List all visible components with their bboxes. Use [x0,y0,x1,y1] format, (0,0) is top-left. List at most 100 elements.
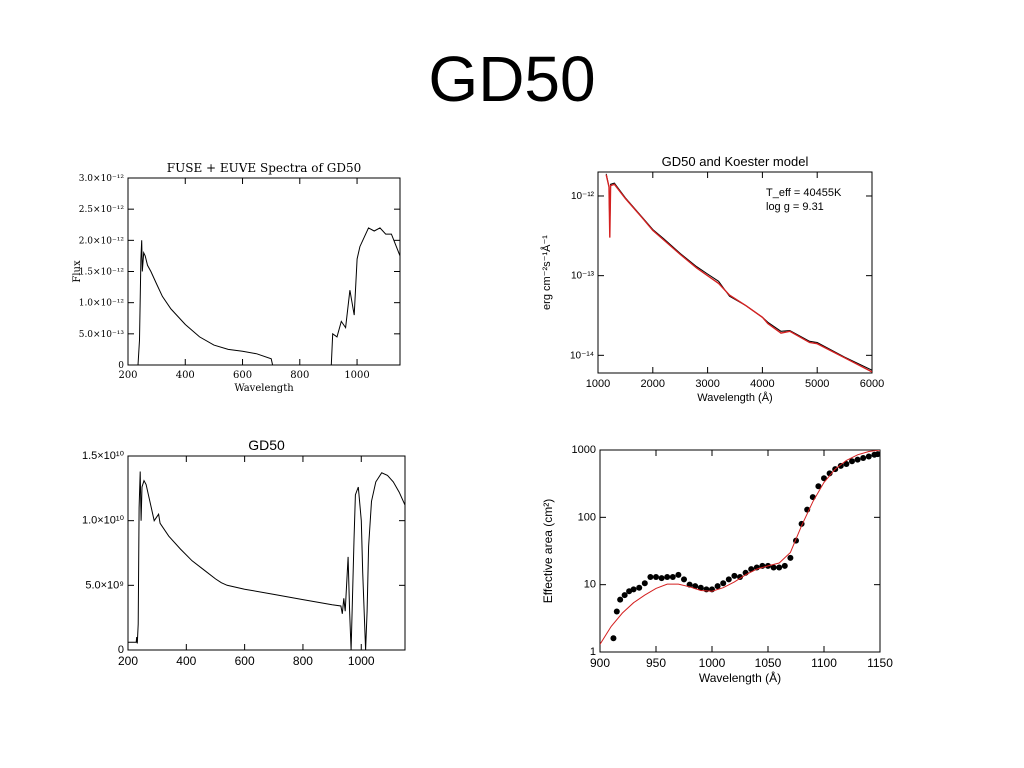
chart-title: GD50 [248,437,285,453]
x-tick-label: 200 [118,654,138,668]
series-measured-point [664,573,671,580]
x-tick-label: 1000 [699,656,726,670]
y-tick-label: 1.0×10⁻¹² [79,299,125,309]
series-measured-point [843,460,850,467]
series-koester-model [605,174,872,373]
y-tick-label: 1.5×10¹⁰ [82,450,125,462]
y-tick-label: 5.0×10⁹ [85,579,124,591]
chart-fuse-euve-spectra: FUSE + EUVE Spectra of GD50 200 400 600 800 1… [72,161,401,394]
series-line-0 [128,471,405,650]
series-measured-point [630,586,637,593]
x-tick-label: 1150 [867,656,893,670]
annotation-text: log g = 9.31 [766,201,824,213]
series-measured-point [610,635,617,642]
series-measured-point [658,575,665,582]
chart-gd50-model-spectrum: GD50 200 400 600 800 1000 0 5.0×10⁹ 1.0×10¹⁰ 1.5×… [82,437,406,668]
series-measured-point [725,576,732,583]
series-measured-point [720,580,727,587]
series-measured-point [697,584,704,591]
slide-title: GD50 [428,43,596,115]
y-tick-label: 0 [118,644,124,656]
y-tick-label: 3.0×10⁻¹² [79,174,125,184]
series-measured-point [621,592,628,599]
x-tick-label: 4000 [750,378,774,390]
x-tick-label: 3000 [695,378,719,390]
series-measured-point [821,475,827,482]
series-measured-point [613,608,620,615]
x-tick-label: 400 [176,370,195,381]
y-tick-label: 10⁻¹³ [571,271,595,282]
y-tick-label: 0 [118,361,124,371]
series-measured-point [854,456,861,463]
series-measured-point [703,586,710,593]
x-axis-label: Wavelength (Å) [697,391,772,404]
x-tick-label: 900 [590,656,610,670]
y-tick-label: 1000 [572,444,596,456]
x-tick-label: 1000 [348,654,375,668]
plot-frame [597,171,873,374]
x-tick-label: 600 [233,370,252,381]
series-measured-point [815,483,822,490]
series-measured-point [714,583,721,590]
x-tick-label: 6000 [860,378,884,390]
x-tick-label: 1050 [755,656,782,670]
y-tick-label: 10⁻¹⁴ [570,350,594,361]
chart-effective-area: 900 950 1000 1050 1100 11501101001000Waveleng… [541,444,893,685]
chart-title: GD50 and Koester model [662,154,809,169]
series-measured-point [617,596,624,603]
series-measured-point [781,562,788,569]
x-axis-label: Wavelength [234,383,294,394]
plot-frame [599,449,881,653]
y-tick-label: 2.0×10⁻¹² [79,236,125,246]
x-axis-label: Wavelength (Å) [699,670,781,685]
y-tick-label: 1.0×10¹⁰ [82,515,125,527]
series-measured-point [669,573,676,580]
plot-frame [127,455,406,651]
series-measured-point [675,571,682,578]
series-line-0 [128,227,400,365]
series-measured-point [849,458,855,465]
chart-gd50-koester-model: GD50 and Koester model 1000 2000 3000 4000 50… [540,154,884,404]
x-tick-label: 950 [646,656,666,670]
y-axis-label: erg cm⁻²s⁻¹Å⁻¹ [540,235,553,310]
plot-frame [127,177,401,366]
annotation-text: T_eff = 40455K [766,187,842,199]
y-tick-label: 10 [584,579,596,591]
y-tick-label: 2.5×10⁻¹² [79,205,125,215]
series-gd50 [605,173,872,371]
series-measured-point [737,573,743,580]
series-measured-point [865,453,872,460]
y-axis-label: Flux [72,260,83,283]
x-tick-label: 200 [118,370,137,381]
series-measured-point [826,470,833,477]
series-measured-point [653,573,659,580]
x-tick-label: 400 [176,654,196,668]
series-measured-point [874,451,880,458]
series-measured-point [837,462,844,469]
y-tick-label: 1 [590,646,596,658]
x-tick-label: 1000 [586,378,610,390]
y-axis-label: Effective area (cm²) [541,499,555,603]
series-measured-point [681,576,687,583]
series-measured-point [776,564,783,571]
y-tick-label: 5.0×10⁻¹³ [79,330,125,340]
series-measured-point [787,554,794,561]
x-tick-label: 5000 [805,378,829,390]
series-measured-point [641,580,648,587]
x-tick-label: 1100 [811,656,837,670]
series-measured-point [770,564,777,571]
x-tick-label: 800 [290,370,309,381]
series-measured-point [647,573,654,580]
series-measured-point [860,455,867,462]
x-tick-label: 600 [235,654,255,668]
chart-title: FUSE + EUVE Spectra of GD50 [167,161,361,175]
y-tick-label: 1.5×10⁻¹² [79,268,125,278]
series-measured-point [731,572,738,579]
series-measured-point [636,584,643,591]
y-tick-label: 100 [578,511,596,523]
series-model [600,450,880,645]
x-tick-label: 800 [293,654,313,668]
x-tick-label: 1000 [344,370,369,381]
series-measured-point [809,494,816,501]
y-tick-label: 10⁻¹² [571,191,595,202]
